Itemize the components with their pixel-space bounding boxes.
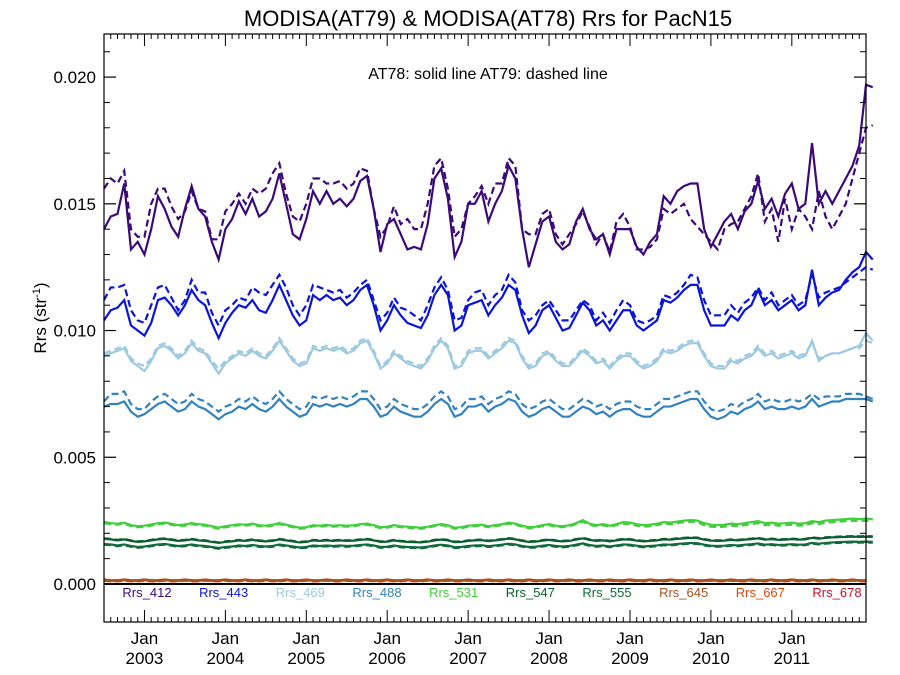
x-tick-month-label: Jan — [131, 629, 158, 648]
legend-item-rrs-531: Rrs_531 — [429, 585, 478, 600]
x-tick-year-label: 2008 — [530, 649, 568, 668]
chart-title: MODISA(AT79) & MODISA(AT78) Rrs for PacN… — [244, 6, 732, 31]
series-rrs-531-at78-line — [103, 517, 873, 529]
x-tick-month-label: Jan — [454, 629, 481, 648]
x-tick-year-label: 2011 — [774, 649, 811, 668]
line-style-note: AT78: solid line AT79: dashed line — [368, 66, 608, 83]
legend-item-rrs-412: Rrs_412 — [122, 585, 171, 600]
x-tick-month-label: Jan — [212, 629, 239, 648]
series-rrs-488-at78-line — [103, 397, 874, 421]
series-rrs-555-at78-line — [103, 540, 873, 550]
legend-item-rrs-667: Rrs_667 — [736, 585, 785, 600]
x-tick-month-label: Jan — [293, 629, 320, 648]
legend-item-rrs-547: Rrs_547 — [506, 585, 555, 600]
y-tick-label: 0.020 — [53, 68, 96, 87]
series-rrs-443-at79-line — [103, 265, 874, 328]
plot-frame — [103, 33, 867, 623]
x-tick-year-label: 2010 — [692, 649, 730, 668]
series-rrs-412-at78-line — [103, 83, 874, 268]
y-tick-label: 0.015 — [53, 195, 96, 214]
x-tick-year-label: 2009 — [611, 649, 649, 668]
y-axis-label-sup: -1 — [31, 288, 43, 298]
legend-item-rrs-488: Rrs_488 — [352, 585, 401, 600]
legend-item-rrs-469: Rrs_469 — [276, 585, 325, 600]
series-rrs-645-at78-line — [103, 578, 866, 582]
x-tick-year-label: 2007 — [449, 649, 487, 668]
x-tick-month-label: Jan — [374, 629, 401, 648]
x-tick-month-label: Jan — [778, 629, 805, 648]
series-rrs-412-at79-line — [103, 124, 874, 256]
series-rrs-488-at79-line — [103, 389, 874, 414]
y-axis-label-main: Rrs (str — [31, 298, 50, 354]
series-rrs-469-at78-line — [103, 331, 874, 376]
x-tick-year-label: 2006 — [368, 649, 406, 668]
x-tick-year-label: 2005 — [287, 649, 325, 668]
y-axis-label-close: ) — [31, 282, 50, 288]
legend-item-rrs-645: Rrs_645 — [659, 585, 708, 600]
x-tick-month-label: Jan — [616, 629, 643, 648]
legend: Rrs_412 Rrs_443 Rrs_469 Rrs_488 Rrs_531 Rrs_5… — [122, 585, 861, 600]
series-rrs-443-at78-line — [103, 249, 874, 341]
series-rrs-469-at79-line — [103, 336, 874, 371]
x-tick-month-label: Jan — [535, 629, 562, 648]
x-tick-month-label: Jan — [697, 629, 724, 648]
legend-item-rrs-443: Rrs_443 — [199, 585, 248, 600]
x-tick-year-label: 2003 — [126, 649, 164, 668]
series-rrs-547-at78-line — [103, 535, 873, 545]
y-tick-label: 0.000 — [53, 575, 96, 594]
x-tick-year-label: 2004 — [206, 649, 244, 668]
y-tick-label: 0.010 — [53, 322, 96, 341]
y-axis-label: Rrs (str-1) — [31, 282, 50, 353]
legend-item-rrs-678: Rrs_678 — [812, 585, 861, 600]
axes: 0.0000.0050.0100.0150.020Jan2003Jan2004J… — [53, 33, 867, 668]
legend-item-rrs-555: Rrs_555 — [582, 585, 631, 600]
plot-area — [103, 83, 874, 585]
y-tick-label: 0.005 — [53, 448, 96, 467]
